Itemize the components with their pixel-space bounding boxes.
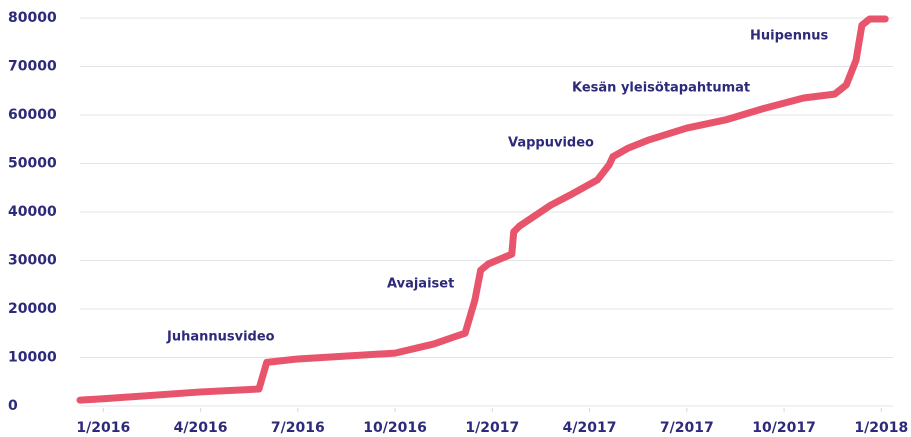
x-tick-label: 10/2017 <box>752 420 816 436</box>
annotation: Juhannusvideo <box>166 330 275 345</box>
y-tick-label: 0 <box>8 398 18 414</box>
x-tick-label: 7/2017 <box>660 420 714 436</box>
y-tick-label: 20000 <box>8 301 57 317</box>
x-tick-label: 1/2016 <box>76 420 130 436</box>
y-tick-label: 10000 <box>8 350 57 366</box>
annotation: Huipennus <box>750 29 828 44</box>
x-tick-label: 1/2017 <box>465 420 519 436</box>
y-tick-label: 80000 <box>8 10 57 26</box>
x-tick-label: 4/2017 <box>563 420 617 436</box>
line <box>76 15 889 404</box>
x-tick-label: 1/2018 <box>854 420 908 436</box>
annotation: Kesän yleisötapahtumat <box>572 81 750 96</box>
annotation: Vappuvideo <box>508 136 594 151</box>
x-tick-label: 7/2016 <box>271 420 325 436</box>
y-tick-label: 30000 <box>8 253 57 269</box>
y-tick-label: 70000 <box>8 59 57 75</box>
x-tick-label: 10/2016 <box>363 420 427 436</box>
x-tick-label: 4/2016 <box>174 420 228 436</box>
y-tick-label: 50000 <box>8 156 57 172</box>
y-tick-label: 40000 <box>8 204 57 220</box>
annotation: Avajaiset <box>387 277 454 292</box>
y-tick-label: 60000 <box>8 107 57 123</box>
